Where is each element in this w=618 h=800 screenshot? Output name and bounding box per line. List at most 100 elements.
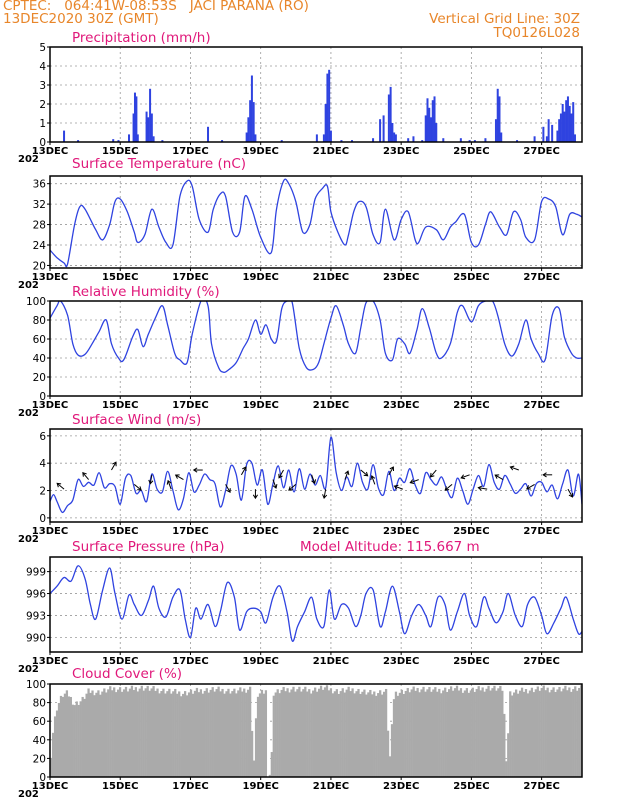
- cloud-bar: [398, 692, 402, 777]
- panel-frame: [49, 683, 583, 778]
- precip-bar: [252, 102, 255, 142]
- cloud-bar: [479, 690, 482, 777]
- precip-bar: [152, 136, 155, 142]
- precip-bar: [558, 119, 561, 142]
- wind-arrow: [526, 483, 535, 490]
- cloud-bar: [219, 691, 222, 777]
- cloud-bar: [103, 688, 106, 777]
- x-tick-label: 25DEC: [453, 656, 489, 667]
- panel-title: Cloud Cover (%): [72, 666, 182, 682]
- precip-bar: [484, 138, 487, 142]
- x-tick-label: 13DEC: [32, 400, 68, 411]
- cloud-bar: [388, 756, 392, 777]
- cloud-bar: [540, 688, 543, 777]
- precip-bar: [494, 119, 497, 142]
- cloud-bar: [254, 718, 258, 777]
- precip-bar: [496, 88, 499, 142]
- series-line: [50, 178, 582, 268]
- precip-bar: [500, 132, 503, 142]
- precip-bar: [572, 102, 575, 142]
- cloud-bar: [130, 685, 134, 777]
- precip-bar: [350, 140, 353, 142]
- y-tick-label: 990: [26, 632, 46, 644]
- wind-arrow-head: [174, 474, 180, 479]
- precip-bar: [63, 130, 66, 142]
- y-tick-label: 0: [39, 391, 46, 403]
- y-tick-label: 3: [39, 80, 46, 92]
- panel-2: 20 24 28 32 36 13DEC 15DEC 17DEC 19DEC 21DEC 23DEC…: [18, 156, 583, 291]
- cloud-bar: [71, 704, 74, 777]
- year-label: 202: [18, 534, 39, 545]
- precip-bar: [247, 117, 250, 142]
- precip-bar: [389, 86, 392, 142]
- cloud-bar: [394, 691, 398, 777]
- cloud-bar: [402, 694, 405, 777]
- year-label: 202: [18, 789, 39, 800]
- model-code: TQ0126L028: [493, 25, 580, 41]
- cloud-bar: [467, 692, 470, 777]
- cloud-bar: [180, 696, 183, 777]
- cloud-bar: [292, 686, 295, 777]
- cloud-bar: [538, 690, 541, 777]
- cloud-bar: [298, 686, 301, 777]
- cloud-bar: [528, 690, 532, 777]
- cloud-bar: [363, 689, 366, 777]
- cloud-bar: [280, 689, 283, 777]
- cloud-bar: [511, 695, 514, 777]
- cloud-bar: [532, 692, 536, 777]
- precip-bar: [547, 119, 550, 142]
- cloud-bar: [65, 690, 69, 777]
- x-tick-label: 19DEC: [242, 272, 278, 283]
- cloud-bar: [146, 685, 149, 777]
- cloud-bar: [428, 686, 431, 777]
- cloud-bar: [424, 691, 427, 777]
- precip-bar: [435, 123, 438, 142]
- cloud-bar: [274, 692, 277, 777]
- wind-arrow: [430, 469, 437, 478]
- cloud-bar: [207, 692, 210, 777]
- cloud-bar: [544, 690, 547, 777]
- precip-bar: [468, 140, 471, 142]
- cloud-bar: [57, 703, 61, 777]
- x-tick-label: 23DEC: [383, 272, 419, 283]
- cloud-bar: [249, 686, 252, 777]
- cloud-bar: [101, 691, 104, 777]
- cloud-bar: [237, 690, 240, 777]
- wind-arrow: [388, 466, 394, 476]
- precip-bar: [150, 113, 153, 142]
- panel-5: 990 993 996 999 13DEC 15DEC 17DEC 19DEC 21DEC 23D…: [18, 539, 583, 675]
- cloud-bar: [87, 688, 90, 777]
- cloud-bar: [229, 693, 232, 777]
- precip-bar: [516, 140, 519, 142]
- header-line1: CPTEC: 064:41W-08:53S JACI PARANA (RO): [3, 0, 309, 14]
- cloud-bar: [379, 690, 382, 777]
- cloud-bar: [211, 687, 214, 777]
- cloud-bar: [166, 691, 169, 777]
- cloud-bar: [115, 692, 118, 777]
- precip-bar: [407, 138, 410, 142]
- precip-bar: [473, 140, 476, 142]
- wind-arrow-head: [370, 475, 376, 480]
- cloud-bar: [351, 688, 354, 777]
- wind-arrow: [323, 489, 327, 499]
- cloud-bar: [339, 691, 342, 777]
- x-tick-label: 25DEC: [453, 400, 489, 411]
- y-tick-label: 0: [39, 772, 46, 784]
- wind-arrow-head: [393, 484, 399, 490]
- cloud-bar: [288, 692, 291, 777]
- precip-bar: [250, 75, 253, 142]
- precip-bar: [556, 130, 559, 142]
- wind-arrow-head: [226, 488, 231, 493]
- wind-arrow-head: [278, 473, 283, 479]
- x-tick-label: 13DEC: [32, 272, 68, 283]
- cloud-bar: [128, 688, 132, 777]
- y-tick-label: 0: [39, 513, 46, 525]
- precip-bar: [545, 136, 548, 142]
- cloud-bar: [481, 687, 484, 777]
- panel-6: 0 20 40 60 80 100 13DEC 15DEC 17DEC 19DEC 21DEC 23D…: [18, 666, 583, 800]
- wind-arrow-head: [525, 485, 531, 490]
- y-tick-label: 2: [39, 486, 46, 498]
- cloud-bar: [530, 687, 534, 777]
- cloud-bar: [215, 689, 218, 777]
- precip-bar: [221, 140, 224, 142]
